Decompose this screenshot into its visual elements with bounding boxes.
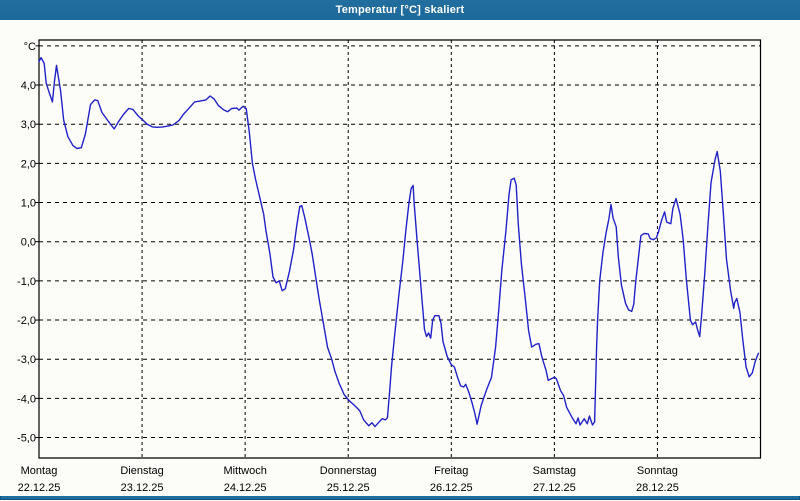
y-tick-label: -1,0: [17, 276, 36, 288]
x-day-label: Samstag: [533, 465, 576, 477]
x-date-label: 25.12.25: [327, 482, 370, 494]
x-date-label: 26.12.25: [430, 482, 473, 494]
x-day-label: Mittwoch: [223, 465, 266, 477]
y-tick-label: 0,0: [21, 237, 36, 249]
chart-svg: 4,0 3,0 2,0 1,0 0,0 -1,0 -2,0 -3,0 -4,0 -5,0 °C Mon…: [17, 39, 762, 494]
x-date-label: 22.12.25: [18, 482, 61, 494]
y-axis-unit-label: °C: [24, 41, 36, 53]
y-tick-label: 1,0: [21, 198, 36, 210]
y-tick-label: 2,0: [21, 158, 36, 170]
y-tick-label: 3,0: [21, 119, 36, 131]
x-day-label: Dienstag: [120, 465, 163, 477]
x-date-label: 27.12.25: [533, 482, 576, 494]
y-tick-label: 4,0: [21, 80, 36, 92]
x-date-label: 28.12.25: [636, 482, 679, 494]
x-day-label: Montag: [21, 465, 58, 477]
chart-area: 4,0 3,0 2,0 1,0 0,0 -1,0 -2,0 -3,0 -4,0 -5,0 °C Mon…: [0, 20, 800, 496]
y-tick-label: -4,0: [17, 393, 36, 405]
x-date-label: 23.12.25: [121, 482, 164, 494]
y-tick-label: -3,0: [17, 354, 36, 366]
window-title: Temperatur [°C] skaliert: [335, 4, 465, 16]
x-date-label: 24.12.25: [224, 482, 267, 494]
temperature-line: [38, 56, 760, 428]
x-day-label: Donnerstag: [320, 465, 377, 477]
window-titlebar[interactable]: Temperatur [°C] skaliert: [0, 0, 800, 20]
x-day-label: Freitag: [434, 465, 468, 477]
plot-border: [38, 39, 762, 459]
y-tick-label: -5,0: [17, 433, 36, 445]
x-day-label: Sonntag: [637, 465, 678, 477]
y-tick-label: -2,0: [17, 315, 36, 327]
